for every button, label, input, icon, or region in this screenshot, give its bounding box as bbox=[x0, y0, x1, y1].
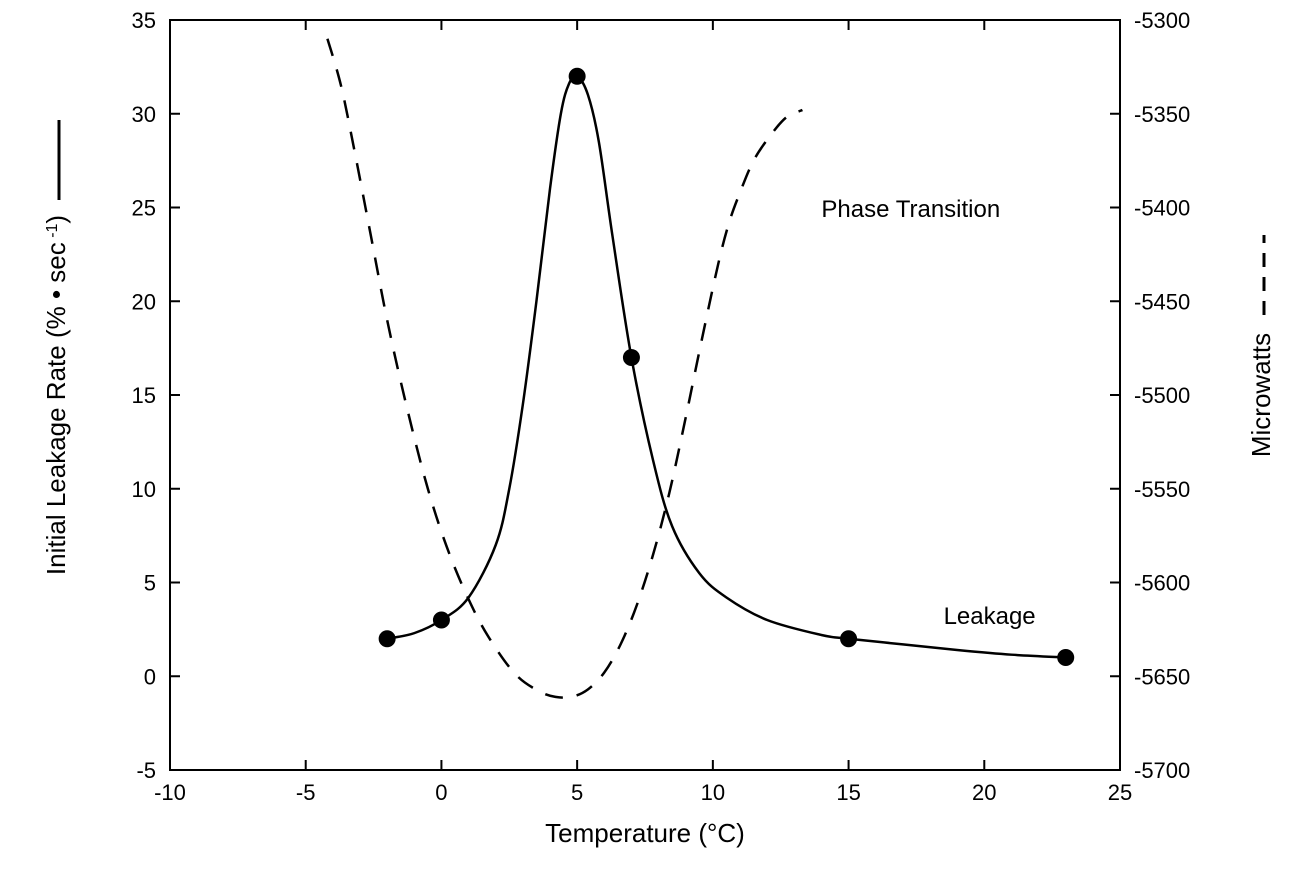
y-right-tick-label: -5650 bbox=[1134, 664, 1190, 689]
y-left-tick-label: 5 bbox=[144, 571, 156, 596]
x-tick-label: 25 bbox=[1108, 780, 1132, 805]
x-tick-label: -10 bbox=[154, 780, 186, 805]
y-right-axis-ticks: -5700 -5650 -5600 -5550 -5500 -5450 -5400 -5350… bbox=[1110, 8, 1190, 783]
x-tick-label: 5 bbox=[571, 780, 583, 805]
data-marker bbox=[841, 631, 857, 647]
x-tick-label: 0 bbox=[435, 780, 447, 805]
y-left-tick-label: 20 bbox=[132, 289, 156, 314]
x-axis-label: Temperature (°C) bbox=[545, 818, 745, 848]
y-left-tick-label: 25 bbox=[132, 196, 156, 221]
y-left-tick-label: 15 bbox=[132, 383, 156, 408]
dual-axis-line-chart: -10-50510152025 -505101520253035 -5700-5… bbox=[0, 0, 1312, 879]
y-left-axis-label: Initial Leakage Rate (% • sec -1) bbox=[41, 120, 71, 575]
y-right-tick-label: -5600 bbox=[1134, 571, 1190, 596]
phase-transition-label: Phase Transition bbox=[821, 196, 1000, 223]
y-left-tick-label: 10 bbox=[132, 477, 156, 502]
leakage-label: Leakage bbox=[944, 603, 1036, 630]
y-right-axis-label: Microwatts bbox=[1246, 235, 1276, 457]
phase-transition-line bbox=[327, 39, 802, 698]
y-left-axis-ticks: -5 0 5 10 15 20 25 30 35 bbox=[132, 8, 180, 783]
y-right-tick-label: -5450 bbox=[1134, 289, 1190, 314]
data-marker bbox=[379, 631, 395, 647]
y-left-tick-label: 0 bbox=[144, 664, 156, 689]
x-tick-label: 20 bbox=[972, 780, 996, 805]
y-left-tick-label: 35 bbox=[132, 8, 156, 33]
data-marker bbox=[623, 350, 639, 366]
x-tick-label: 10 bbox=[701, 780, 725, 805]
x-tick-label: -5 bbox=[296, 780, 316, 805]
y-right-tick-label: -5500 bbox=[1134, 383, 1190, 408]
y-right-tick-label: -5350 bbox=[1134, 102, 1190, 127]
plot-area bbox=[170, 20, 1120, 770]
data-marker bbox=[433, 612, 449, 628]
y-left-tick-label: 30 bbox=[132, 102, 156, 127]
x-tick-label: 15 bbox=[836, 780, 860, 805]
svg-text:Microwatts: Microwatts bbox=[1246, 333, 1276, 457]
y-right-tick-label: -5550 bbox=[1134, 477, 1190, 502]
y-right-tick-label: -5700 bbox=[1134, 758, 1190, 783]
y-right-tick-label: -5300 bbox=[1134, 8, 1190, 33]
y-right-tick-label: -5400 bbox=[1134, 196, 1190, 221]
data-marker bbox=[569, 68, 585, 84]
leakage-line bbox=[387, 76, 1066, 658]
y-left-tick-label: -5 bbox=[136, 758, 156, 783]
svg-text:Initial Leakage Rate (% • sec: Initial Leakage Rate (% • sec -1) bbox=[41, 215, 71, 575]
data-marker bbox=[1058, 650, 1074, 666]
